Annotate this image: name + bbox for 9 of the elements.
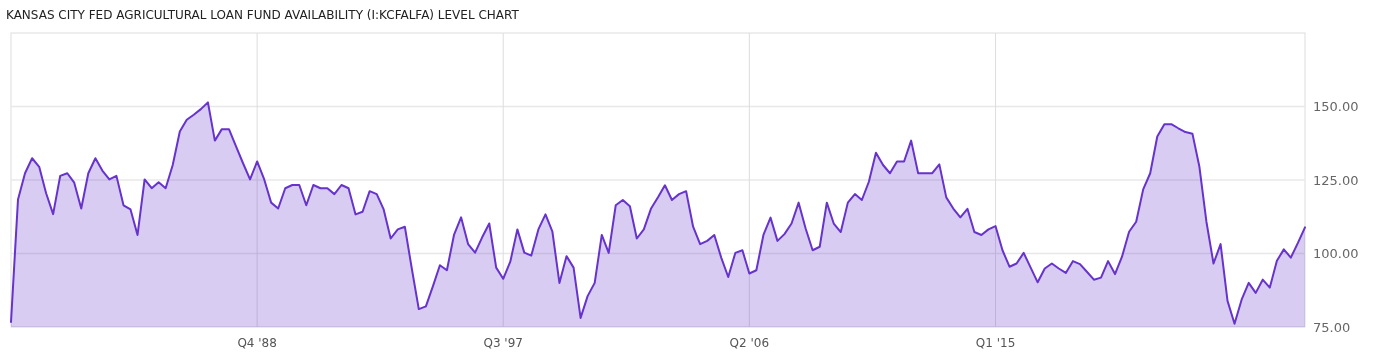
x-tick-label: Q3 '97 xyxy=(483,336,523,350)
y-tick-label: 75.00 xyxy=(1313,319,1351,335)
x-tick-label: Q2 '06 xyxy=(729,336,770,350)
x-tick-label: Q1 '15 xyxy=(975,336,1016,350)
y-tick-label: 150.00 xyxy=(1313,99,1359,115)
chart-title: KANSAS CITY FED AGRICULTURAL LOAN FUND AVAILABILITY (I:KCFALFA) LEVEL CHART xyxy=(6,8,520,22)
x-tick-label: Q4 '88 xyxy=(237,336,277,350)
y-tick-label: 125.00 xyxy=(1313,172,1359,188)
y-tick-label: 100.00 xyxy=(1313,246,1359,262)
